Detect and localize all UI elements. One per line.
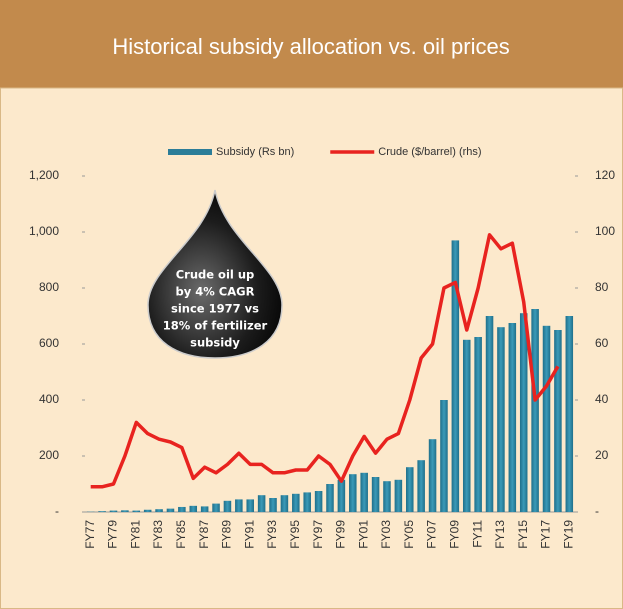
legend-label: Crude ($/barrel) (rhs): [378, 146, 481, 158]
x-tick-label: FY87: [197, 520, 211, 549]
bar: [292, 493, 300, 512]
bar: [280, 495, 289, 512]
bar: [474, 337, 482, 512]
bar: [143, 509, 152, 512]
bar: [360, 472, 368, 512]
bar: [98, 511, 106, 512]
y2-tick-label: 100: [595, 224, 615, 238]
y-tick-label: 400: [39, 392, 59, 406]
x-tick-label: FY93: [265, 520, 279, 549]
x-tick-label: FY89: [220, 520, 234, 549]
bar: [554, 330, 562, 512]
bar: [166, 508, 175, 512]
bar: [542, 325, 551, 512]
annotation-line: by 4% CAGR: [176, 285, 255, 299]
bar: [121, 510, 129, 512]
y2-tick-label: 60: [595, 336, 609, 350]
y-tick-label: 1,200: [29, 168, 59, 182]
y-tick-label: -: [55, 504, 59, 518]
x-tick-label: FY05: [402, 520, 416, 549]
bar: [371, 477, 380, 512]
y-tick-label: 200: [39, 448, 59, 462]
bar: [200, 506, 209, 512]
x-tick-label: FY99: [334, 520, 348, 549]
bar: [394, 479, 403, 512]
x-tick-label: FY81: [128, 520, 142, 549]
y2-tick-label: 80: [595, 280, 609, 294]
panel: [0, 87, 623, 609]
bar: [565, 316, 574, 512]
bar: [519, 313, 528, 512]
x-tick-label: FY11: [470, 520, 484, 548]
annotation-line: 18% of fertilizer: [163, 319, 268, 333]
x-tick-label: FY83: [151, 520, 165, 549]
chart-title: Historical subsidy allocation vs. oil pr…: [112, 34, 509, 59]
bar: [303, 492, 311, 512]
bar: [223, 500, 232, 512]
bar: [326, 484, 334, 512]
bar: [531, 309, 539, 512]
annotation-line: since 1977 vs: [171, 302, 259, 316]
x-tick-label: FY07: [425, 520, 439, 549]
annotation: Crude oil up by 4% CAGR since 1977 vs 18% o…: [163, 268, 268, 350]
legend-label: Subsidy (Rs bn): [216, 146, 294, 158]
x-tick-label: FY91: [242, 520, 256, 549]
x-tick-label: FY77: [83, 520, 97, 549]
bar: [109, 510, 118, 512]
x-tick-label: FY13: [493, 520, 507, 549]
y2-tick-label: 40: [595, 392, 609, 406]
x-tick-label: FY01: [356, 520, 370, 549]
bar: [257, 495, 266, 512]
bar: [212, 503, 220, 512]
y-tick-label: 800: [39, 280, 59, 294]
x-tick-label: FY17: [539, 520, 553, 549]
x-tick-label: FY03: [379, 520, 393, 549]
x-tick-label: FY79: [106, 520, 120, 549]
bar: [246, 499, 254, 512]
x-tick-label: FY19: [561, 520, 575, 549]
y2-tick-label: 20: [595, 448, 609, 462]
bar: [428, 439, 437, 512]
bar: [155, 509, 163, 512]
bar: [314, 491, 323, 512]
y-tick-label: 1,000: [29, 224, 59, 238]
bar: [440, 400, 448, 512]
bar: [337, 479, 346, 512]
oil-drop: [147, 189, 283, 359]
legend-swatch: [168, 149, 212, 155]
x-tick-label: FY97: [311, 520, 325, 549]
annotation-line: subsidy: [190, 336, 240, 350]
bar: [508, 323, 517, 512]
title-bar: [0, 0, 623, 88]
x-tick-label: FY95: [288, 520, 302, 549]
bar: [451, 240, 460, 512]
bar: [462, 339, 471, 512]
bar: [383, 481, 391, 512]
bar: [485, 316, 494, 512]
y2-tick-label: -: [595, 504, 599, 518]
bar: [235, 499, 243, 512]
x-tick-label: FY09: [448, 520, 462, 549]
line: [90, 233, 560, 489]
bar: [497, 327, 505, 512]
bar: [189, 505, 198, 512]
y2-tick-label: 120: [595, 168, 615, 182]
y-tick-label: 600: [39, 336, 59, 350]
bar: [269, 498, 277, 512]
bar: [132, 510, 141, 512]
bar: [417, 460, 425, 512]
x-tick-label: FY85: [174, 520, 188, 549]
annotation-line: Crude oil up: [176, 268, 255, 282]
bar: [349, 474, 357, 512]
x-tick-label: FY15: [516, 520, 530, 549]
bar: [178, 506, 186, 512]
bar: [406, 467, 414, 512]
